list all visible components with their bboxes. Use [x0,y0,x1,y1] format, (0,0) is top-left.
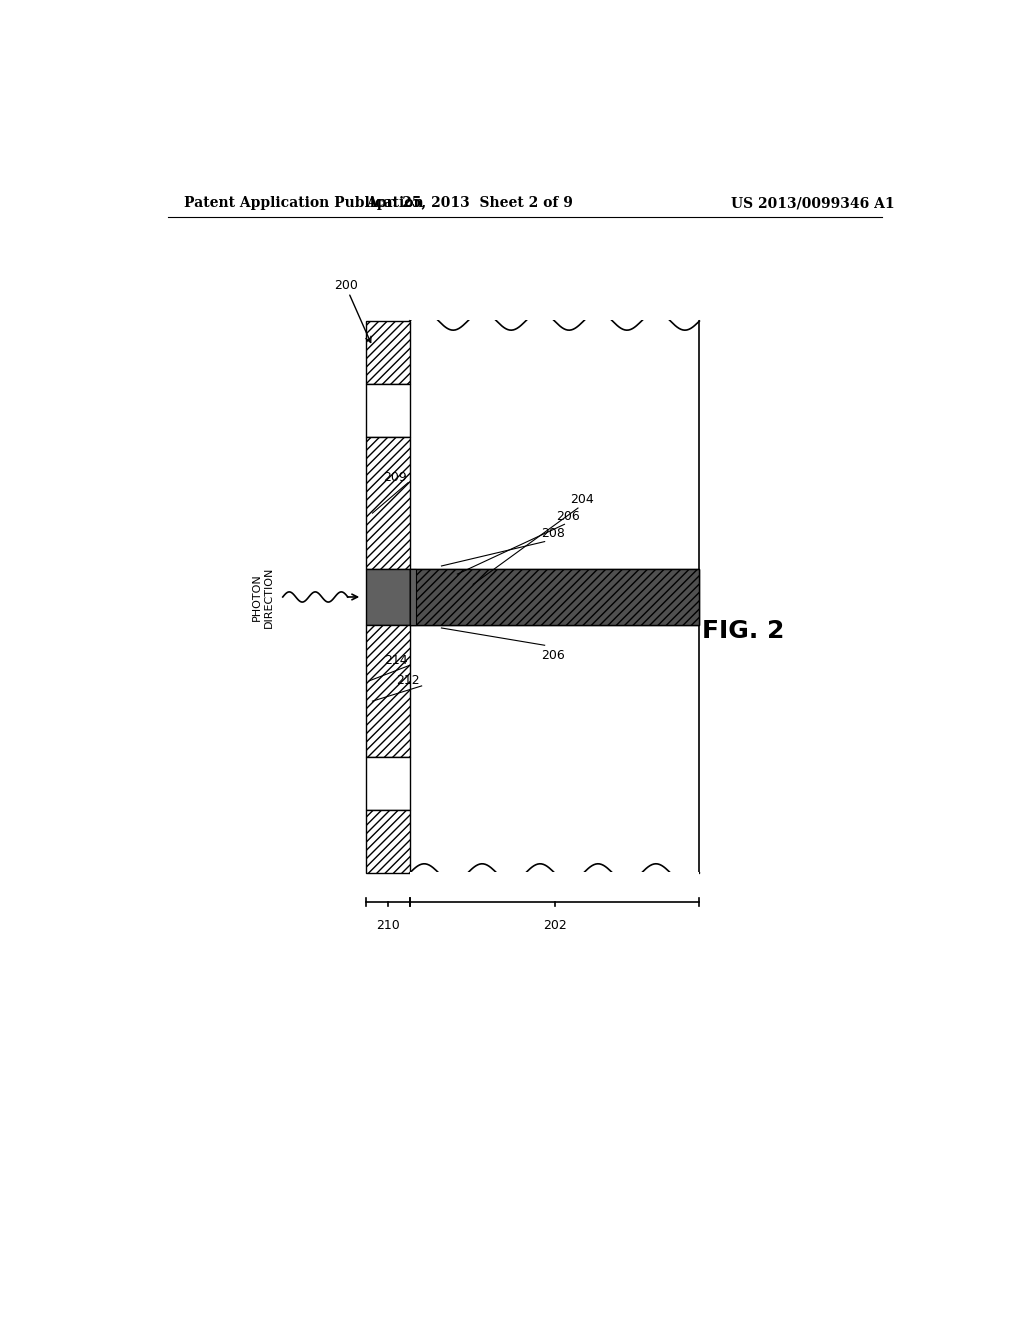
Bar [410,569,699,624]
Text: FIG. 2: FIG. 2 [701,619,784,643]
Bar [410,321,699,873]
Bar [367,569,410,624]
Bar [367,624,410,758]
Text: 214: 214 [384,653,408,667]
Text: 200: 200 [334,279,358,292]
Text: US 2013/0099346 A1: US 2013/0099346 A1 [731,197,895,210]
Text: 206: 206 [557,510,581,523]
Bar [367,810,410,873]
Bar [410,280,699,319]
Text: Patent Application Publication: Patent Application Publication [183,197,423,210]
Text: 208: 208 [541,527,564,540]
Bar [367,758,410,810]
Text: 206: 206 [541,649,564,661]
Text: PHOTON
DIRECTION: PHOTON DIRECTION [252,566,273,628]
Bar [367,321,410,384]
Text: Apr. 25, 2013  Sheet 2 of 9: Apr. 25, 2013 Sheet 2 of 9 [366,197,572,210]
Text: 204: 204 [570,494,594,507]
Bar [410,569,699,624]
Bar [410,569,416,624]
Text: 202: 202 [543,919,566,932]
Bar [367,437,410,569]
Bar [410,873,699,913]
Text: 209: 209 [384,471,408,484]
Bar [367,384,410,437]
Text: 212: 212 [396,675,420,688]
Text: 210: 210 [376,919,399,932]
